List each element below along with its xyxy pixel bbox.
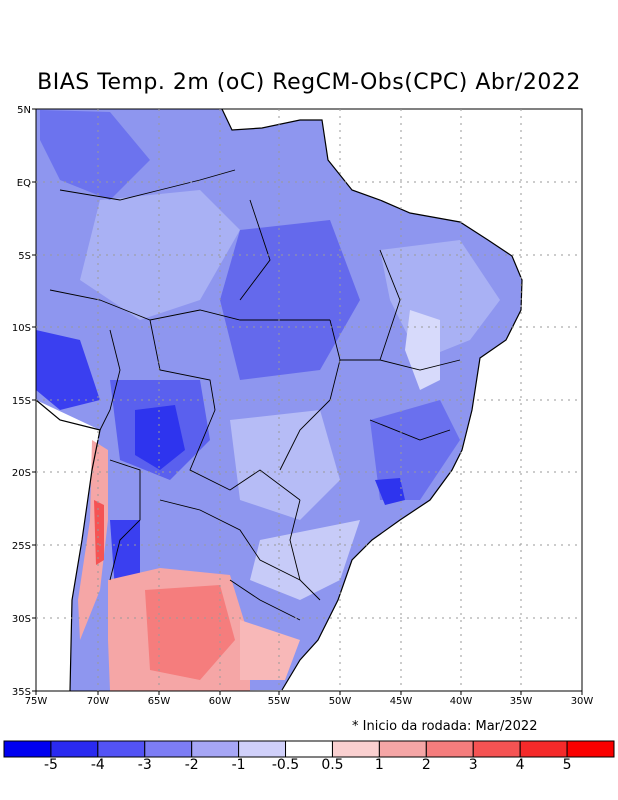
- lat-label: EQ: [17, 178, 31, 189]
- colorbar-label: 2: [421, 757, 431, 773]
- warm-region: [240, 620, 300, 680]
- dark-blue-region: [110, 520, 140, 590]
- colorbar: [3, 740, 615, 758]
- lon-label: 40W: [450, 696, 473, 707]
- dark-blue-region: [370, 400, 460, 500]
- dark-blue-region: [40, 110, 150, 200]
- colorbar-swatch: [144, 740, 193, 758]
- colorbar-swatch: [285, 740, 333, 758]
- lat-label: 20S: [12, 468, 31, 479]
- lon-label: 65W: [148, 696, 171, 707]
- colorbar-label: -4: [90, 757, 105, 773]
- light-blue-region: [230, 410, 340, 520]
- lon-label: 70W: [87, 696, 110, 707]
- dark-blue-region: [375, 478, 405, 505]
- dark-blue-region: [220, 220, 360, 380]
- lat-label: 30S: [12, 614, 31, 625]
- colorbar-label: 5: [562, 757, 572, 773]
- light-blue-region: [250, 520, 360, 600]
- lon-label: 45W: [390, 696, 413, 707]
- colorbar-label: 0.5: [321, 757, 344, 773]
- lat-label: 35S: [12, 687, 31, 698]
- lon-label: 55W: [268, 696, 291, 707]
- colorbar-swatch: [191, 740, 240, 758]
- colorbar-swatch: [50, 740, 99, 758]
- warm-region: [145, 585, 235, 680]
- light-blue-region: [405, 310, 440, 390]
- map-title: BIAS Temp. 2m (oC) RegCM-Obs(CPC) Abr/20…: [37, 70, 581, 95]
- lon-label: 60W: [209, 696, 232, 707]
- colorbar-swatch: [519, 740, 568, 758]
- lon-label: 35W: [510, 696, 533, 707]
- lat-axis: 5N EQ 5S 10S 15S 20S 25S 30S 35S: [12, 105, 31, 698]
- dark-blue-region: [135, 405, 185, 470]
- colorbar-label: -5: [43, 757, 58, 773]
- colorbar-label: 1: [374, 757, 384, 773]
- lon-ticks: [35, 691, 583, 695]
- colorbar-swatch: [97, 740, 146, 758]
- colorbar-label: -3: [137, 757, 152, 773]
- run-start-note: * Inicio da rodada: Mar/2022: [352, 719, 538, 734]
- colorbar-swatch: [238, 740, 287, 758]
- colorbar-label: 4: [515, 757, 525, 773]
- grid-lines: [36, 109, 582, 691]
- colorbar-swatch: [331, 740, 380, 758]
- lon-label: 50W: [329, 696, 352, 707]
- lon-label: 75W: [25, 696, 48, 707]
- colorbar-label: 3: [468, 757, 478, 773]
- colorbar-label: -1: [231, 757, 246, 773]
- colorbar-label: -2: [184, 757, 199, 773]
- lat-label: 5N: [17, 105, 31, 116]
- light-blue-region: [80, 190, 240, 320]
- lat-label: 25S: [12, 541, 31, 552]
- colorbar-swatch: [566, 740, 615, 758]
- lat-ticks: [32, 108, 36, 692]
- colorbar-swatch: [378, 740, 427, 758]
- colorbar-swatch: [425, 740, 474, 758]
- lat-label: 15S: [12, 396, 31, 407]
- warm-region: [94, 500, 104, 565]
- coastlines: [35, 108, 523, 692]
- colorbar-label: -0.5: [271, 757, 300, 773]
- colorbar-swatch: [472, 740, 521, 758]
- dark-blue-region: [36, 330, 100, 410]
- lat-label: 10S: [12, 323, 31, 334]
- lat-label: 5S: [18, 251, 31, 262]
- colorbar-swatch: [3, 740, 52, 758]
- lon-axis: 75W 70W 65W 60W 55W 50W 45W 40W 35W 30W: [25, 696, 594, 707]
- warm-region: [78, 440, 108, 640]
- lon-label: 30W: [571, 696, 594, 707]
